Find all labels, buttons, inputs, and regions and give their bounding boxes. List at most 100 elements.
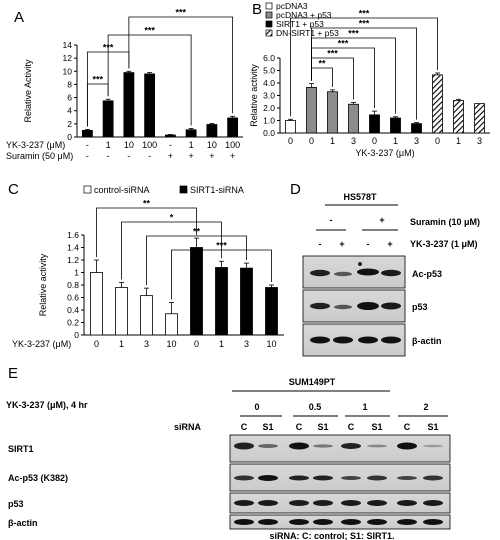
bar xyxy=(327,91,338,134)
panel-letter-a: A xyxy=(14,9,24,26)
significance-label: *** xyxy=(175,8,186,18)
x-tick-label: 10 xyxy=(207,140,217,150)
x-tick-label: 100 xyxy=(225,140,240,150)
legend-label: DN-SIRT1 + p53 xyxy=(276,28,339,38)
significance-label: *** xyxy=(359,19,370,29)
blot-label-d-2: β-actin xyxy=(412,336,442,346)
bar xyxy=(411,123,422,134)
bar xyxy=(206,124,218,138)
y-tick-label: 0.8 xyxy=(67,280,79,290)
y-tick-label: 2 xyxy=(67,119,72,129)
x-tick-label: 0 xyxy=(435,136,440,146)
footnote-e: siRNA: C: control; S1: SIRT1. xyxy=(269,531,394,540)
band xyxy=(381,336,401,344)
y-tick-label: 0.6 xyxy=(67,293,79,303)
x-row-label: YK-3-237 (μM) xyxy=(6,140,65,150)
band xyxy=(381,302,401,310)
significance-bracket xyxy=(290,17,438,117)
band xyxy=(313,444,333,448)
band xyxy=(334,304,352,310)
x-tick-label: 1 xyxy=(189,140,194,150)
y-tick-label: 1.4 xyxy=(67,243,79,253)
lane-label: C xyxy=(241,422,248,432)
bar xyxy=(115,287,128,336)
treatment-suramin-minus: - xyxy=(330,215,333,225)
y-tick-label: 2.0 xyxy=(263,103,275,113)
bar xyxy=(369,114,380,134)
significance-bracket xyxy=(128,16,234,114)
x-tick-label: + xyxy=(230,151,235,161)
band xyxy=(334,271,352,277)
band xyxy=(313,500,333,506)
lane-labels-e: C S1 C S1 C S1 C S1 xyxy=(241,422,439,432)
bar xyxy=(190,247,203,336)
band xyxy=(341,476,361,480)
x-tick-label: 1 xyxy=(106,140,111,150)
x-tick-label: 1 xyxy=(330,136,335,146)
bar xyxy=(306,86,317,134)
x-axis-label: YK-3-237 (μM) xyxy=(12,339,71,349)
bar xyxy=(102,100,114,138)
treatment-yk-lane1: - xyxy=(319,239,322,249)
band xyxy=(341,500,361,506)
treatment-yk-lane3: - xyxy=(367,239,370,249)
bar xyxy=(348,103,359,134)
y-tick-label: 4.0 xyxy=(263,78,275,88)
band xyxy=(423,500,443,506)
band xyxy=(357,268,379,276)
y-axis-label: Relative Activity xyxy=(23,59,33,123)
significance-label: *** xyxy=(144,26,155,36)
blot-panel-e: SUM149PT YK-3-237 (μM), 4 hr 0 0.5 1 2 s… xyxy=(6,377,451,540)
bar xyxy=(123,72,135,138)
band xyxy=(289,442,309,450)
band xyxy=(234,475,254,481)
x-tick-label: 1 xyxy=(456,136,461,146)
x-tick-label: - xyxy=(107,151,110,161)
y-tick-label: 1.2 xyxy=(67,255,79,265)
x-tick-label: 0 xyxy=(372,136,377,146)
dose-label-e: YK-3-237 (μM), 4 hr xyxy=(6,400,88,410)
x-tick-label: 100 xyxy=(142,140,157,150)
band xyxy=(258,500,278,506)
significance-label: *** xyxy=(348,29,359,39)
blot-label-e-2: p53 xyxy=(8,499,24,509)
x-tick-label: 10 xyxy=(166,339,176,349)
x-tick-label: + xyxy=(168,151,173,161)
band xyxy=(397,500,417,506)
chart-c: 0 0.2 0.4 0.6 0.8 1 1.2 1.4 1.6 Relative activity… xyxy=(12,185,284,349)
x-tick-label: - xyxy=(86,151,89,161)
blot-label-e-3: β-actin xyxy=(8,518,38,528)
y-tick-label: 12 xyxy=(63,53,73,63)
significance-bracket xyxy=(311,67,333,87)
panel-letter-d: D xyxy=(290,181,301,198)
bar xyxy=(240,267,253,336)
band xyxy=(367,500,387,506)
x-tick-label: 3 xyxy=(351,136,356,146)
bar xyxy=(285,120,296,134)
y-tick-label: 6 xyxy=(67,93,72,103)
y-tick-label: 1.0 xyxy=(263,116,275,126)
x-tick-label: - xyxy=(86,140,89,150)
legend-label: SIRT1 + p53 xyxy=(276,19,324,29)
sirna-label-e: siRNA xyxy=(174,422,202,432)
band xyxy=(289,475,309,481)
y-tick-label: 3.0 xyxy=(263,91,275,101)
band xyxy=(423,444,443,448)
significance-label: *** xyxy=(327,49,338,59)
x-tick-label: 0 xyxy=(288,136,293,146)
blot-label-d-1: p53 xyxy=(412,302,428,312)
bar xyxy=(140,295,153,336)
band xyxy=(367,444,387,448)
legend-swatch xyxy=(265,11,273,19)
bar xyxy=(390,117,401,134)
dose-e-0: 0 xyxy=(254,402,259,412)
y-tick-label: 0 xyxy=(67,132,72,142)
dose-e-1: 0.5 xyxy=(309,402,322,412)
x-tick-label: - xyxy=(148,151,151,161)
band xyxy=(234,519,254,525)
band xyxy=(397,476,417,480)
y-tick-label: 0.0 xyxy=(263,128,275,138)
treatment-yk-lane4: + xyxy=(387,239,392,249)
band xyxy=(397,442,417,450)
blot-panel-d: HS578T - + Suramin (10 μM) - + - + YK-3-… xyxy=(302,192,480,357)
